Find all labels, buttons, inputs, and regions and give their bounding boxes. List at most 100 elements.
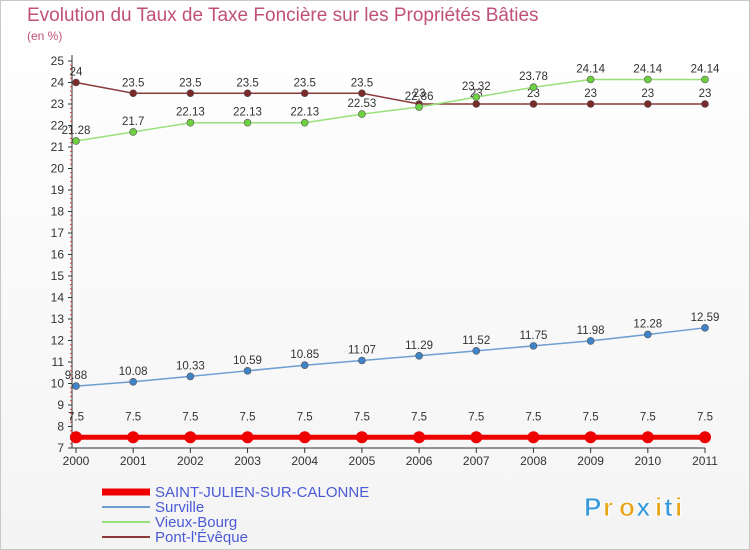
- data-label: 21.28: [62, 125, 91, 137]
- data-point: [586, 75, 595, 84]
- data-label: 22.13: [176, 107, 205, 119]
- data-label: 23.5: [122, 77, 144, 89]
- y-tick-label: 9: [57, 398, 64, 412]
- data-label: 24.14: [691, 63, 720, 75]
- y-tick-label: 10: [51, 377, 65, 391]
- data-point: [300, 118, 309, 127]
- data-label: 11.52: [462, 335, 490, 347]
- data-point: [529, 100, 538, 108]
- logo-letter: t: [664, 492, 673, 522]
- series-2: 21.28 21.7 22.13 22.13 22.13 22.53 22.86 23.32 2…: [62, 63, 720, 145]
- x-tick-label: 2000: [63, 454, 90, 468]
- data-label: 7.5: [640, 411, 656, 423]
- chart-legend: SAINT-JULIEN-SUR-CALONNESurvilleVieux-Bo…: [102, 484, 369, 546]
- data-label: 7.5: [297, 411, 313, 423]
- data-label: 7.5: [354, 411, 370, 423]
- y-tick-label: 17: [51, 226, 65, 240]
- y-tick-label: 25: [51, 54, 65, 68]
- x-tick-label: 2003: [234, 454, 261, 468]
- data-label: 23.5: [179, 77, 201, 89]
- data-point: [300, 361, 309, 370]
- data-point: [644, 330, 652, 339]
- data-label: 12.59: [691, 312, 720, 324]
- data-point: [586, 337, 595, 345]
- data-label: 10.85: [290, 349, 319, 361]
- x-tick-label: 2006: [406, 454, 433, 468]
- y-tick-label: 21: [51, 140, 65, 154]
- data-point: [70, 431, 82, 444]
- chart-title: Evolution du Taux de Taxe Foncière sur l…: [27, 5, 539, 26]
- data-point: [129, 89, 137, 98]
- series-0: 7.5 7.5 7.5 7.5 7.5 7.5 7.5 7.5 7.5 7.5 7.5 7.5: [68, 411, 713, 444]
- data-point: [415, 103, 423, 111]
- logo-letter: o: [619, 492, 635, 522]
- data-point: [241, 431, 254, 444]
- data-point: [72, 382, 80, 390]
- y-tick-label: 24: [51, 76, 65, 90]
- x-tick-label: 2011: [692, 454, 718, 468]
- x-tick-label: 2005: [349, 454, 376, 468]
- data-point: [358, 356, 366, 365]
- data-point: [243, 89, 252, 98]
- data-label: 21.7: [122, 116, 144, 128]
- data-label: 7.5: [240, 411, 256, 423]
- data-label: 7.5: [125, 411, 141, 423]
- chart-axes: 7 8 9 10 11 12 13 14 15 16 17 18 19 20 21 22 23 24 25 2000 2…: [51, 54, 719, 468]
- x-tick-label: 2002: [177, 454, 204, 468]
- y-tick-label: 20: [51, 162, 65, 176]
- data-point: [701, 324, 709, 332]
- data-point: [129, 377, 137, 386]
- data-point: [127, 431, 140, 444]
- x-tick-label: 2001: [120, 454, 147, 468]
- series-line: [75, 81, 705, 105]
- x-tick-label: 2010: [634, 454, 661, 468]
- data-label: 11.75: [519, 330, 547, 342]
- data-label: 7.5: [525, 411, 541, 423]
- data-point: [470, 431, 483, 444]
- data-label: 23: [527, 88, 540, 100]
- data-label: 22.53: [348, 98, 377, 110]
- data-point: [298, 431, 311, 444]
- data-label: 24.14: [633, 63, 662, 75]
- logo-letter: i: [655, 492, 662, 522]
- y-tick-label: 22: [51, 119, 65, 133]
- data-label: 11.98: [577, 325, 605, 337]
- data-label: 7.5: [468, 411, 484, 423]
- series-1: 9.88 10.08 10.33 10.59 10.85 11.07 11.29 11.52 1…: [65, 312, 720, 390]
- data-point: [701, 75, 709, 84]
- data-label: 23.5: [294, 77, 316, 89]
- legend-label: Surville: [155, 499, 204, 516]
- data-label: 7.5: [411, 411, 427, 423]
- logo-letter: i: [675, 492, 682, 522]
- logo-letter: x: [636, 492, 651, 522]
- data-label: 23.32: [462, 81, 491, 93]
- data-point: [243, 118, 252, 127]
- legend-label: Pont-l'Évêque: [155, 529, 248, 546]
- logo-letter: r: [603, 492, 613, 522]
- data-point: [472, 93, 481, 101]
- data-label: 22.13: [290, 107, 319, 119]
- logo-letter: P: [584, 492, 601, 522]
- y-tick-label: 16: [51, 248, 65, 262]
- data-label: 11.07: [348, 344, 376, 356]
- data-point: [527, 431, 540, 444]
- data-point: [72, 137, 80, 145]
- data-point: [243, 367, 252, 375]
- data-point: [358, 110, 366, 118]
- y-axis-unit-label: (en %): [27, 29, 63, 43]
- data-label: 12.28: [633, 318, 662, 330]
- data-point: [72, 78, 80, 87]
- data-label: 7.5: [697, 411, 713, 423]
- x-tick-label: 2008: [520, 454, 547, 468]
- data-label: 22.86: [405, 91, 434, 103]
- data-point: [129, 128, 137, 136]
- data-point: [584, 431, 597, 444]
- chart-series: 2423.523.523.523.523.523232323232321.282…: [62, 63, 720, 444]
- data-point: [186, 372, 195, 381]
- data-label: 23.5: [236, 77, 258, 89]
- data-point: [355, 431, 368, 444]
- y-tick-label: 18: [51, 205, 65, 219]
- data-point: [472, 100, 481, 108]
- data-label: 24: [70, 67, 83, 79]
